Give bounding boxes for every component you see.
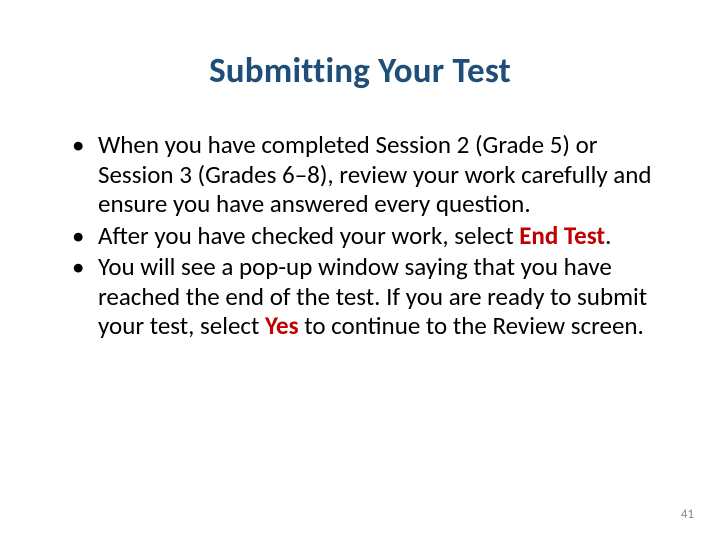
body-text: After you have checked your work, select [98, 220, 519, 251]
bullet-list: When you have completed Session 2 (Grade… [60, 130, 660, 341]
emphasis-text: End Test [519, 220, 605, 251]
body-text: to continue to the Review screen. [299, 310, 644, 341]
body-text: . [605, 220, 611, 251]
slide-title: Submitting Your Test [60, 50, 660, 92]
slide: Submitting Your Test When you have compl… [0, 0, 720, 540]
bullet-item: When you have completed Session 2 (Grade… [68, 130, 660, 219]
page-number: 41 [681, 507, 694, 522]
bullet-item: You will see a pop-up window saying that… [68, 252, 660, 341]
body-text: When you have completed Session 2 (Grade… [98, 129, 652, 219]
bullet-item: After you have checked your work, select… [68, 221, 660, 251]
emphasis-text: Yes [265, 310, 299, 341]
